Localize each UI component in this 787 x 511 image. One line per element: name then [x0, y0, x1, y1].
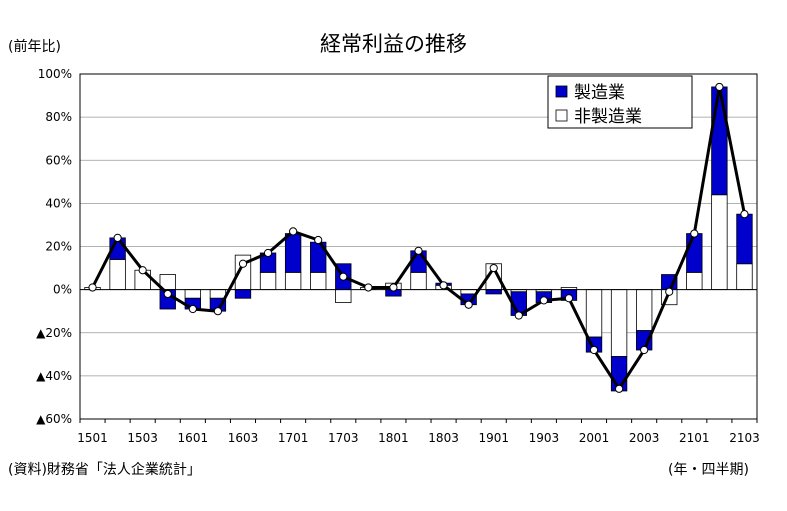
line-point [213, 307, 223, 316]
line-point [364, 283, 373, 292]
line-point [489, 263, 498, 273]
line-point [464, 300, 473, 309]
y-tick-label: 100% [38, 67, 72, 81]
x-tick-label: 2103 [729, 431, 760, 445]
line-point [414, 246, 423, 255]
line-point [389, 283, 398, 292]
total-line [91, 85, 746, 391]
bar-manufacturing [736, 213, 753, 265]
bar-non-manufacturing [109, 259, 126, 291]
line-point [138, 266, 147, 275]
x-axis-unit-label: (年・四半期) [668, 462, 749, 478]
bar-non-manufacturing [310, 271, 327, 291]
x-tick-label: 2001 [579, 431, 610, 445]
bar-non-manufacturing [284, 271, 302, 291]
legend-swatch [555, 109, 568, 122]
x-tick-label: 1601 [178, 431, 209, 445]
y-tick-label: 0% [53, 283, 72, 297]
line-point [339, 272, 348, 281]
bar-manufacturing [485, 289, 502, 295]
x-tick-label: 1703 [328, 431, 359, 445]
source-note: (資料)財務省「法人企業統計」 [8, 462, 201, 478]
bar-non-manufacturing [610, 289, 628, 357]
x-tick-label: 1901 [478, 431, 509, 445]
y-tick-label: ▲20% [36, 326, 72, 340]
bar-non-manufacturing [585, 289, 603, 338]
bar-non-manufacturing [460, 289, 477, 295]
line-point [589, 345, 599, 355]
legend-label: 製造業 [574, 83, 625, 103]
bar-manufacturing [284, 233, 302, 273]
axes [79, 73, 758, 423]
line-point [514, 311, 523, 320]
x-tick-labels: 1501 1503 1601 1603 1701 1703 1801 1803 1901 1903… [77, 431, 759, 445]
line-point [665, 287, 674, 296]
y-tick-label: 20% [45, 240, 72, 254]
line-point [614, 384, 624, 393]
line-point [640, 345, 649, 355]
x-tick-label: 1803 [428, 431, 459, 445]
bar-non-manufacturing [335, 289, 352, 303]
line-point [163, 289, 172, 299]
line-point [439, 281, 448, 290]
x-tick-label: 2003 [629, 431, 660, 445]
line-point [289, 227, 298, 236]
y-tick-label: ▲40% [36, 369, 72, 383]
line-point [539, 296, 548, 305]
bar-series [84, 86, 753, 392]
line-point [113, 233, 122, 242]
y-tick-label: 80% [45, 110, 72, 124]
x-tick-label: 1903 [529, 431, 560, 445]
x-tick-label: 1501 [77, 431, 108, 445]
line-point [88, 283, 97, 292]
bar-non-manufacturing [259, 271, 277, 291]
bar-non-manufacturing [410, 271, 427, 291]
bar-manufacturing [686, 233, 703, 273]
y-tick-label: 40% [45, 196, 72, 210]
legend-label: 非製造業 [574, 107, 642, 127]
bar-non-manufacturing [736, 263, 753, 291]
line-series [88, 82, 749, 393]
line-point [690, 229, 699, 238]
bar-manufacturing [234, 289, 252, 299]
bar-non-manufacturing [686, 271, 703, 291]
x-tick-label: 2101 [679, 431, 710, 445]
bar-non-manufacturing [209, 289, 227, 299]
legend-box [547, 75, 693, 129]
legend-swatch [555, 85, 568, 98]
bar-non-manufacturing [184, 289, 202, 299]
bar-manufacturing [711, 86, 728, 196]
x-tick-label: 1503 [127, 431, 158, 445]
line-point [263, 248, 273, 258]
x-tick-label: 1701 [278, 431, 309, 445]
line-point [715, 82, 724, 92]
line-point [238, 259, 248, 268]
chart-title: 経常利益の推移 [320, 32, 467, 56]
y-tick-labels: 100% 80% 60% 40% 20% 0% ▲20% ▲40% ▲60% [36, 67, 72, 426]
x-tick-label: 1603 [228, 431, 259, 445]
plot-border [79, 73, 758, 420]
line-point [564, 294, 574, 303]
bar-non-manufacturing [635, 289, 653, 331]
x-tick-label: 1801 [378, 431, 409, 445]
line-point [314, 235, 323, 245]
y-axis-unit-label: (前年比) [8, 39, 61, 55]
line-point [740, 210, 749, 219]
y-tick-label: ▲60% [36, 412, 72, 426]
y-tick-label: 60% [45, 153, 72, 167]
line-point [188, 304, 197, 314]
bar-non-manufacturing [711, 194, 728, 291]
